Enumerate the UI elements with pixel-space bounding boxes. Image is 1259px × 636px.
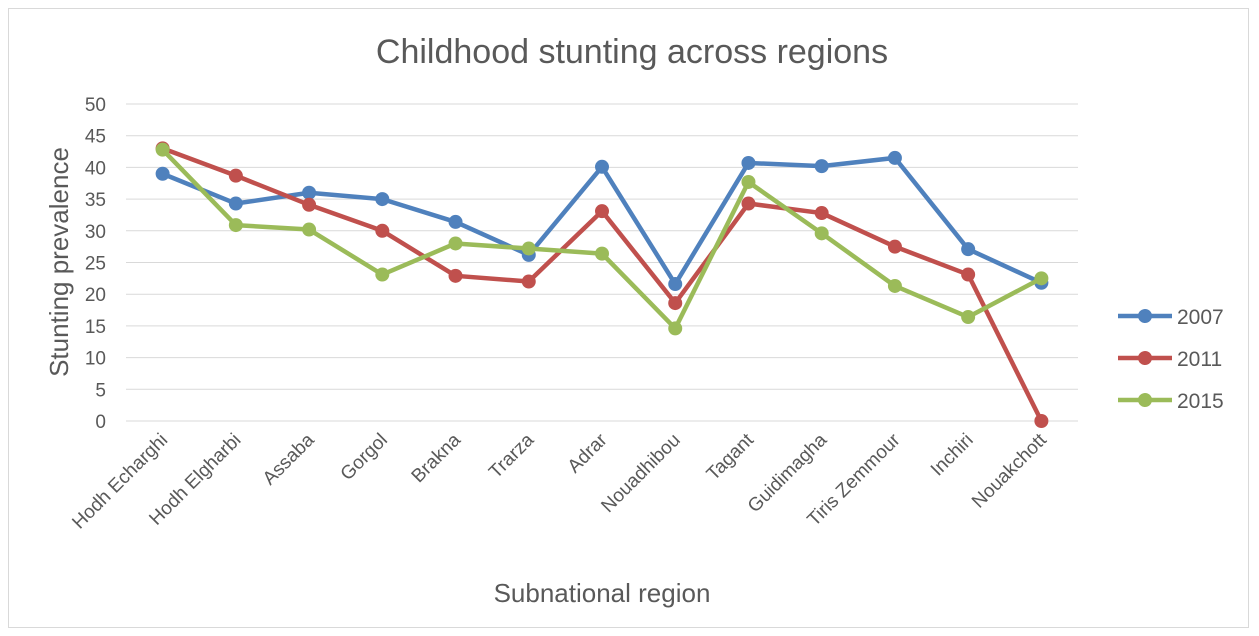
series-layer: [155, 141, 1049, 428]
data-point: [668, 277, 683, 292]
x-axis-title: Subnational region: [494, 578, 711, 608]
data-point: [741, 196, 756, 211]
data-point: [668, 296, 683, 311]
y-tick-label: 10: [85, 349, 106, 370]
data-point: [1034, 414, 1049, 428]
data-point: [741, 174, 756, 189]
x-tick-label: Inchiri: [927, 430, 978, 481]
data-point: [228, 168, 243, 183]
data-point: [375, 192, 390, 207]
data-point: [448, 214, 463, 229]
data-point: [521, 241, 536, 256]
data-point: [741, 155, 756, 170]
legend-label: 2011: [1177, 348, 1222, 371]
y-tick-label: 40: [85, 158, 106, 179]
x-tick-label: Tagant: [703, 429, 759, 485]
legend-item: 2015: [1118, 390, 1224, 413]
x-tick-label: Nouakchott: [968, 429, 1051, 512]
y-tick-label: 50: [85, 95, 106, 116]
x-tick-label: Brakna: [408, 429, 466, 487]
data-point: [448, 268, 463, 283]
series-2011: [155, 141, 1049, 428]
data-point: [302, 222, 317, 237]
data-point: [155, 142, 170, 157]
legend-marker: [1138, 351, 1152, 365]
data-point: [302, 197, 317, 212]
data-point: [814, 206, 829, 221]
x-tick-label: Adrar: [564, 429, 612, 477]
y-tick-label: 0: [95, 412, 106, 433]
x-tick-label: Gorgol: [337, 430, 392, 485]
legend-label: 2015: [1177, 390, 1224, 413]
y-axis-tick-labels: 0 5 10 15 20 25 30 35 40 45 50: [85, 95, 106, 433]
legend-marker: [1138, 309, 1152, 323]
data-point: [961, 267, 976, 282]
y-tick-label: 15: [85, 317, 106, 338]
data-point: [961, 310, 976, 325]
data-point: [595, 204, 609, 219]
legend-marker: [1138, 393, 1152, 407]
data-point: [375, 223, 390, 238]
x-tick-label: Nouadhibou: [597, 430, 684, 517]
data-point: [375, 267, 390, 282]
y-tick-label: 35: [85, 190, 106, 211]
y-tick-label: 45: [85, 127, 106, 148]
data-point: [595, 159, 609, 174]
legend: 2007 2011 2015: [1118, 306, 1224, 413]
data-point: [302, 185, 317, 200]
legend-label: 2007: [1177, 306, 1224, 329]
y-tick-label: 25: [85, 254, 106, 275]
data-point: [814, 159, 829, 174]
x-tick-label: Assaba: [259, 429, 319, 489]
data-point: [887, 278, 902, 293]
series-line: [161, 146, 1044, 423]
legend-item: 2007: [1118, 306, 1224, 329]
data-point: [155, 166, 170, 181]
legend-item: 2011: [1118, 348, 1222, 371]
data-point: [887, 150, 902, 165]
y-tick-label: 20: [85, 285, 106, 306]
data-point: [887, 239, 902, 254]
series-2015: [155, 142, 1049, 336]
data-point: [228, 218, 243, 233]
data-point: [668, 321, 683, 336]
data-point: [814, 226, 829, 241]
chart-title: Childhood stunting across regions: [376, 33, 888, 71]
data-point: [1034, 271, 1049, 286]
data-point: [521, 274, 536, 289]
data-point: [448, 236, 463, 251]
data-point: [961, 242, 976, 257]
series-2007: [155, 150, 1049, 292]
data-point: [228, 196, 243, 211]
y-tick-label: 30: [85, 222, 106, 243]
y-axis-title: Stunting prevalence: [44, 147, 74, 377]
series-line: [161, 155, 1043, 287]
data-point: [595, 246, 609, 261]
chart-frame: [8, 8, 1249, 628]
x-tick-label: Trarza: [485, 429, 538, 482]
y-tick-label: 5: [95, 380, 106, 401]
